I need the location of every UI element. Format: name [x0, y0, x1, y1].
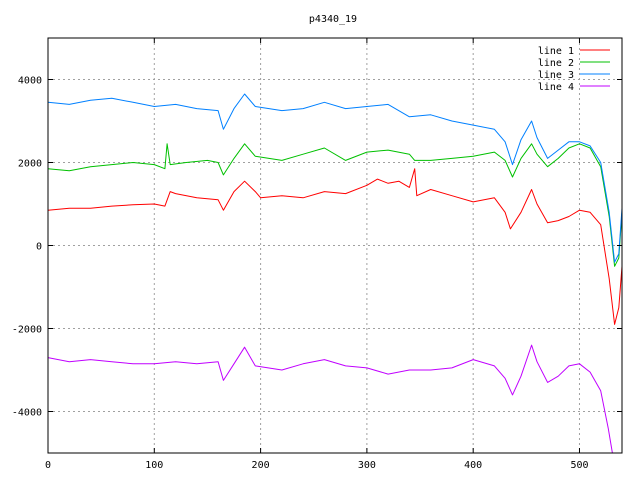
- chart-title: p4340_19: [309, 14, 357, 25]
- x-tick-label: 400: [464, 460, 482, 471]
- x-tick-label: 200: [252, 460, 270, 471]
- series-layer: [47, 93, 623, 454]
- grid: [48, 38, 622, 453]
- x-tick-label: 100: [145, 460, 163, 471]
- x-tick-label: 300: [358, 460, 376, 471]
- axes: 0 100 200 300 400 500 -4000 -2000 0 2000 4000: [12, 37, 623, 471]
- legend-label-1: line 1: [538, 46, 574, 57]
- series-line-2: [47, 143, 623, 267]
- series-line-3: [47, 93, 623, 263]
- series-line-1: [47, 168, 623, 325]
- y-tick-label: 4000: [18, 76, 42, 87]
- y-tick-label: -2000: [12, 325, 42, 336]
- series-line-4: [47, 344, 613, 454]
- y-tick-label: -4000: [12, 408, 42, 419]
- y-tick-label: 0: [36, 242, 42, 253]
- legend-label-4: line 4: [538, 82, 574, 93]
- x-tick-label: 500: [570, 460, 588, 471]
- legend-label-3: line 3: [538, 70, 574, 81]
- legend-label-2: line 2: [538, 58, 574, 69]
- x-tick-label: 0: [45, 460, 51, 471]
- y-tick-label: 2000: [18, 159, 42, 170]
